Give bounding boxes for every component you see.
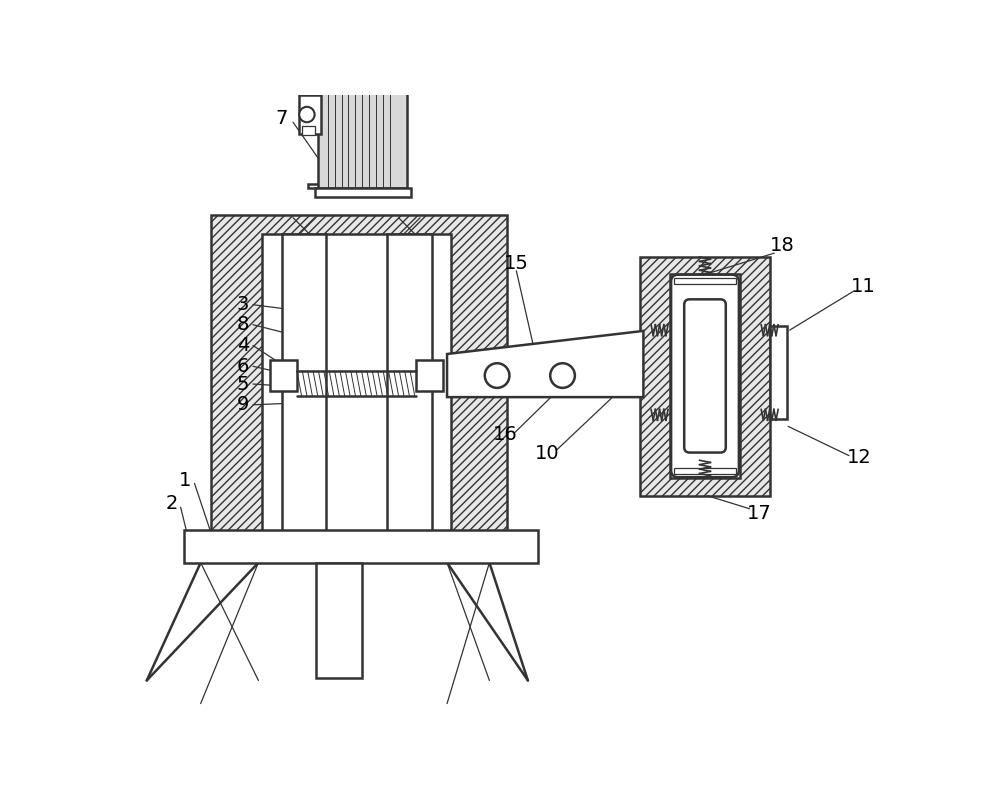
Bar xyxy=(270,360,297,391)
Text: 5: 5 xyxy=(237,375,249,394)
Circle shape xyxy=(299,107,315,122)
Text: 18: 18 xyxy=(770,236,794,255)
Text: 12: 12 xyxy=(847,448,871,467)
Bar xyxy=(315,187,411,197)
Bar xyxy=(640,257,770,495)
Bar xyxy=(770,326,787,418)
Text: 2: 2 xyxy=(165,494,178,513)
Text: 6: 6 xyxy=(237,357,249,376)
Bar xyxy=(674,468,736,474)
Bar xyxy=(262,234,451,542)
Circle shape xyxy=(550,363,575,388)
Circle shape xyxy=(485,363,509,388)
Text: 7: 7 xyxy=(275,109,288,128)
FancyBboxPatch shape xyxy=(671,275,739,477)
Text: 15: 15 xyxy=(504,253,529,272)
Text: 10: 10 xyxy=(535,444,559,463)
Text: 9: 9 xyxy=(237,395,249,414)
Bar xyxy=(670,274,740,478)
Bar xyxy=(416,360,443,391)
Bar xyxy=(316,563,362,678)
Bar xyxy=(302,126,315,135)
Bar xyxy=(330,60,399,82)
Text: 17: 17 xyxy=(747,504,771,523)
Text: 3: 3 xyxy=(237,295,249,314)
Bar xyxy=(282,234,326,542)
FancyBboxPatch shape xyxy=(684,299,726,453)
Text: 16: 16 xyxy=(492,425,517,444)
Bar xyxy=(387,234,432,542)
Bar xyxy=(211,214,507,545)
Bar xyxy=(674,278,736,284)
Text: 11: 11 xyxy=(850,277,875,295)
Bar xyxy=(318,80,407,187)
Bar xyxy=(308,184,351,187)
Text: 8: 8 xyxy=(237,315,249,334)
Polygon shape xyxy=(447,331,643,397)
Bar xyxy=(184,530,538,563)
Bar xyxy=(299,95,321,133)
Text: 4: 4 xyxy=(237,336,249,355)
Text: 1: 1 xyxy=(179,471,191,490)
